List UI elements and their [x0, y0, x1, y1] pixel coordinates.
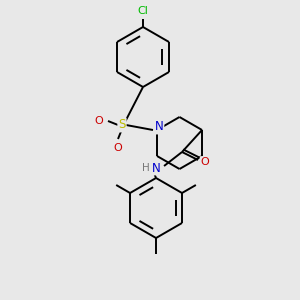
Text: N: N — [154, 121, 164, 134]
Text: O: O — [114, 143, 122, 153]
Text: N: N — [152, 161, 161, 175]
Text: H: H — [142, 163, 150, 173]
Text: O: O — [201, 157, 209, 167]
Text: O: O — [94, 116, 103, 126]
Text: Cl: Cl — [138, 6, 148, 16]
Text: S: S — [118, 118, 126, 131]
